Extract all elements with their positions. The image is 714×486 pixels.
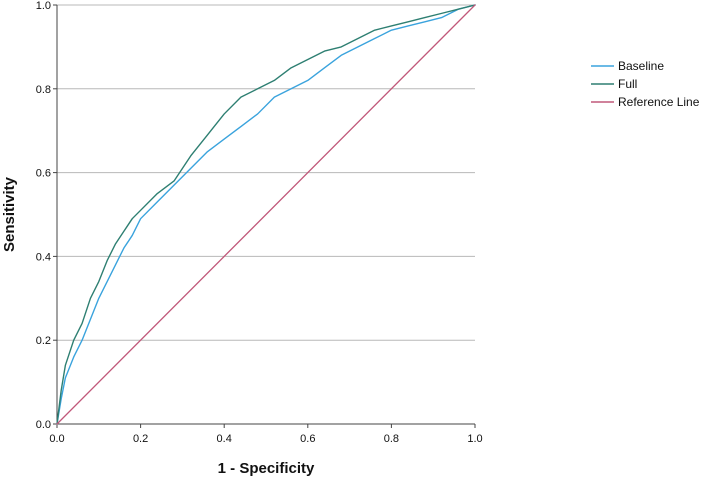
- y-axis-title: Sensitivity: [1, 176, 18, 252]
- y-axis-tick-label: 0.2: [36, 335, 51, 347]
- x-axis-tick-label: 1.0: [467, 433, 482, 445]
- reference-line-series-line: [56, 4, 476, 425]
- y-axis-tick-label: 0.0: [36, 419, 51, 431]
- y-axis-ticks: 0.0 0.2 0.4 0.6 0.8 1.0: [36, 0, 57, 431]
- x-axis-tick-label: 0.6: [300, 433, 315, 445]
- full-legend-label: Full: [618, 77, 637, 91]
- x-axis-tick-label: 0.0: [49, 433, 64, 445]
- x-axis-tick-label: 0.4: [217, 433, 232, 445]
- legend: Baseline Full Reference Line: [591, 59, 700, 109]
- x-axis-tick-label: 0.8: [384, 433, 399, 445]
- series-lines: [56, 4, 476, 425]
- y-axis-tick-label: 0.6: [36, 168, 51, 180]
- y-axis-tick-label: 1.0: [36, 0, 51, 12]
- x-axis-tick-label: 0.2: [133, 433, 148, 445]
- y-axis-tick-label: 0.4: [36, 251, 51, 263]
- y-axis-tick-label: 0.8: [36, 84, 51, 96]
- baseline-series-line: [56, 4, 476, 425]
- x-axis-title: 1 - Specificity: [218, 460, 315, 477]
- x-axis-ticks: 0.0 0.2 0.4 0.6 0.8 1.0: [49, 424, 483, 445]
- reference-line-legend-label: Reference Line: [618, 95, 700, 109]
- full-series-line: [56, 4, 476, 425]
- baseline-legend-label: Baseline: [618, 59, 664, 73]
